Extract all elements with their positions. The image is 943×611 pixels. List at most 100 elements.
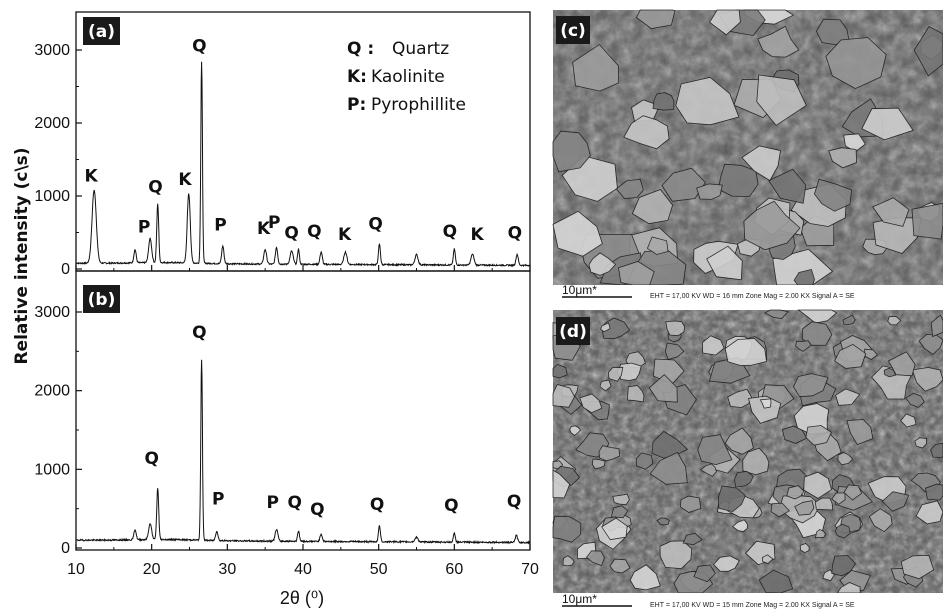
sem-particle [733, 470, 754, 488]
sem-particle [834, 343, 867, 369]
peak-label-a: K [470, 225, 484, 245]
sem-particle [697, 434, 733, 466]
sem-particle [805, 425, 832, 446]
panel-tag-a-label: (a) [88, 22, 115, 42]
sem-particle [709, 9, 741, 36]
sem-particle [795, 340, 812, 352]
sem-particle [713, 555, 740, 572]
sem-particle [814, 497, 834, 511]
sem-particle [724, 427, 754, 455]
legend-key-kaolinite: K: [347, 67, 367, 87]
sem-particle [915, 500, 943, 525]
peak-label-b: Q [192, 323, 206, 343]
panel-tag-d [556, 317, 590, 345]
sem-particle [631, 99, 661, 123]
sem-particle [717, 485, 746, 513]
sem-particle [803, 471, 833, 499]
sem-particle [828, 147, 858, 169]
sem-particle [732, 519, 749, 532]
plot-frame-b [75, 270, 531, 551]
sem-particle [794, 500, 815, 516]
sem-particle [601, 517, 628, 541]
peak-label-b: Q [370, 495, 384, 515]
sem-particle [649, 451, 688, 485]
sem-particle [679, 495, 702, 513]
sem-particle [748, 395, 782, 424]
sem-particle [759, 398, 772, 409]
sem-particle [615, 178, 644, 200]
sem-particle [646, 236, 669, 255]
peak-label-b: Q [507, 492, 521, 512]
sem-info-c: EHT = 17,00 KV WD = 16 mm Zone Mag = 2.0… [650, 293, 855, 300]
legend-value-quartz: Quartz [392, 39, 449, 59]
sem-particle [652, 92, 675, 111]
peak-label-a: K [178, 170, 192, 190]
legend-key-pyrophillite: P: [347, 95, 366, 115]
sem-particle [930, 314, 943, 338]
sem-particle [591, 458, 606, 469]
sem-particle [905, 392, 925, 408]
legend: Q : Quartz K: Kaolinite P: Pyrophillite [347, 39, 466, 115]
peak-label-a: Q [443, 222, 457, 242]
sem-particle [665, 320, 686, 337]
sem-particle [664, 342, 685, 360]
sem-particle [717, 163, 759, 198]
sem-c-info-bar [553, 285, 943, 303]
peak-label-a: P [214, 215, 226, 235]
sem-particle [786, 485, 805, 500]
sem-particle [693, 564, 716, 583]
sem-particle [887, 351, 916, 377]
panel-tag-b [83, 285, 120, 313]
sem-particle [635, 9, 676, 30]
sem-particle [868, 508, 893, 533]
sem-particle [872, 197, 910, 227]
sem-particle [661, 167, 706, 202]
sem-particle [569, 425, 582, 437]
peak-label-b: Q [310, 500, 324, 520]
sem-particle [579, 393, 603, 414]
y-tick-label-a: 1000 [34, 188, 70, 205]
x-tick-label: 60 [445, 561, 463, 578]
peak-label-a: Q [368, 215, 382, 235]
peak-label-b: P [266, 493, 278, 513]
x-tick-label: 70 [521, 561, 539, 578]
x-tick-label: 40 [294, 561, 312, 578]
sem-particle [741, 145, 781, 182]
sem-d-info-bar [553, 593, 943, 611]
panel-tag-c [556, 16, 590, 44]
sem-particle [861, 107, 914, 141]
sem-particle [610, 505, 629, 519]
peak-label-a: Q [148, 177, 162, 197]
sem-particle [651, 430, 689, 459]
sem-particle [837, 452, 854, 466]
sem-particle [831, 555, 857, 577]
peak-label-a: K [338, 225, 352, 245]
sem-particle [648, 374, 678, 403]
y-tick-label-a: 2000 [34, 115, 70, 132]
sem-particle [629, 564, 661, 591]
sem-particle [881, 491, 910, 512]
sem-particle [843, 484, 863, 501]
peak-label-b: Q [444, 496, 458, 516]
peak-label-b: P [212, 490, 224, 510]
sem-particle [675, 76, 740, 126]
xrd-trace-b [75, 359, 531, 545]
legend-key-quartz: Q : [347, 39, 374, 59]
sem-particle [911, 367, 943, 392]
sem-particle [623, 115, 670, 150]
sem-particle [761, 554, 774, 565]
sem-particle [724, 338, 768, 367]
sem-particle [700, 463, 717, 477]
sem-particle [770, 502, 790, 518]
sem-particle [815, 529, 826, 539]
sem-particle [813, 178, 853, 212]
sem-particle [900, 413, 917, 428]
sem-particle [656, 517, 670, 526]
y-axis-title: Relative intensity (c\s) [12, 147, 32, 364]
sem-particle [552, 384, 576, 408]
sem-particle [552, 210, 603, 257]
panel-tag-d-label: (d) [559, 322, 587, 342]
sem-particle [706, 245, 743, 281]
peak-label-a: P [138, 218, 150, 238]
sem-particle [552, 515, 582, 543]
